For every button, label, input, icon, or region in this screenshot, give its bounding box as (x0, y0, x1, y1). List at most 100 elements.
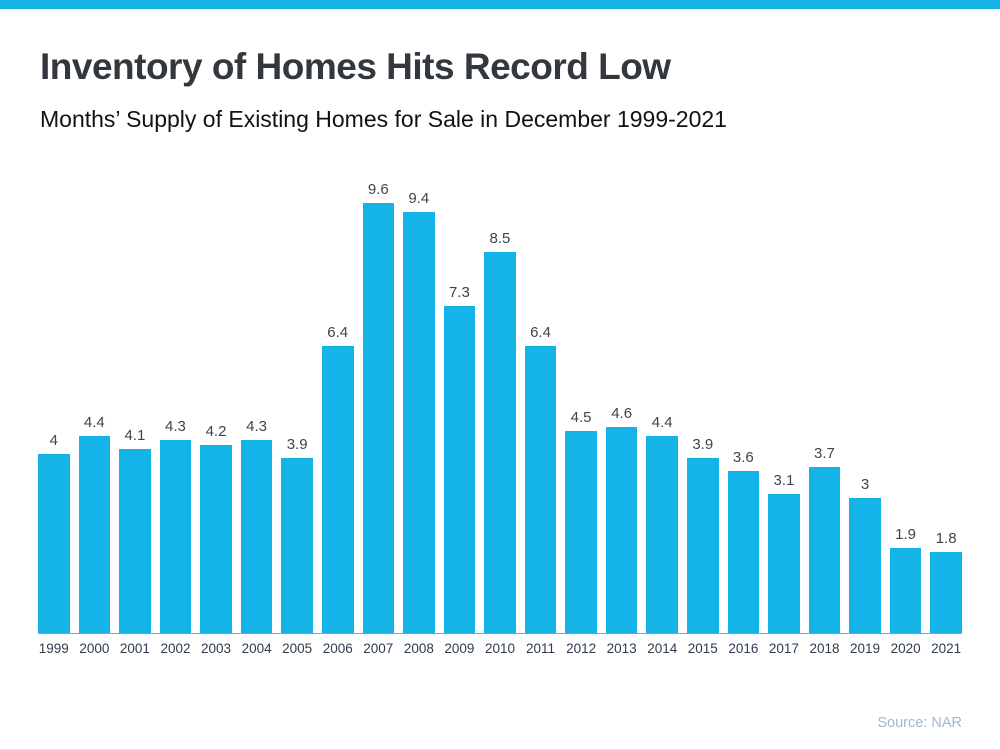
x-axis-tick-label: 2016 (728, 640, 759, 656)
bar-value-label: 1.8 (935, 530, 957, 548)
bar (159, 440, 192, 633)
x-axis-tick-label: 2011 (526, 640, 556, 656)
bar (484, 251, 516, 633)
bar-value-label: 8.5 (489, 229, 511, 247)
bar-value-label: 4.4 (651, 413, 673, 431)
bar-column: 9.6 (362, 161, 395, 633)
bar-column: 4.6 (605, 161, 638, 633)
bar-column: 4.5 (565, 161, 597, 633)
bar-value-label: 4.5 (570, 409, 592, 427)
bar-column: 6.4 (321, 161, 354, 633)
bar-column: 3.7 (808, 161, 841, 633)
x-axis-tick-label: 2002 (160, 640, 191, 656)
bar (321, 346, 354, 633)
x-axis-tick-label: 1999 (38, 640, 69, 656)
bar (281, 458, 313, 633)
x-axis-line (38, 632, 962, 634)
bar-column: 6.4 (524, 161, 557, 633)
bar (930, 552, 962, 633)
x-axis-tick-label: 2004 (241, 640, 272, 656)
bar-column: 4.4 (646, 161, 678, 633)
bar (524, 346, 557, 633)
bar-column: 3.6 (727, 161, 760, 633)
bar-column: 7.3 (443, 161, 476, 633)
bar (240, 440, 273, 633)
bar (443, 305, 476, 633)
chart-header: Inventory of Homes Hits Record Low Month… (0, 9, 1000, 133)
bar (38, 453, 70, 633)
bar (849, 498, 881, 633)
bar-column: 4.1 (119, 161, 151, 633)
x-axis-tick-label: 2008 (403, 640, 434, 656)
bar-column: 4.3 (159, 161, 192, 633)
bar-column: 1.8 (930, 161, 962, 633)
bar-value-label: 3.9 (692, 436, 714, 453)
x-axis-tick-label: 2000 (79, 640, 110, 656)
bar-column: 3.1 (768, 161, 800, 633)
bar (78, 435, 111, 633)
bar-value-label: 3.6 (732, 449, 754, 467)
bar (768, 493, 800, 633)
bar-column: 4.3 (240, 161, 273, 633)
page-subtitle: Months’ Supply of Existing Homes for Sal… (40, 105, 727, 132)
bar-value-label: 9.4 (408, 189, 430, 207)
bar-column: 3.9 (281, 161, 313, 633)
bar-value-label: 7.3 (448, 283, 470, 301)
bar-value-label: 3.7 (814, 444, 835, 462)
bar-value-label: 4 (49, 431, 58, 449)
bar-value-label: 3.1 (773, 471, 795, 489)
bar-column: 3.9 (687, 161, 719, 633)
bar (362, 202, 395, 633)
x-axis-tick-label: 2015 (687, 640, 718, 656)
page-title: Inventory of Homes Hits Record Low (40, 46, 671, 87)
bar (565, 431, 597, 633)
accent-top-strip (0, 0, 1000, 9)
x-axis-tick-label: 2013 (606, 640, 637, 656)
bar-value-label: 4.3 (165, 418, 186, 436)
bar-column: 8.5 (484, 161, 516, 633)
bar-value-label: 6.4 (530, 324, 551, 342)
bar-column: 4.4 (78, 161, 111, 633)
x-axis-tick-label: 2014 (647, 640, 678, 656)
bar-value-label: 1.9 (895, 525, 917, 543)
x-axis-tick-label: 2006 (322, 640, 353, 656)
bar (119, 449, 151, 633)
bar-column: 4 (38, 161, 70, 633)
bar-column: 9.4 (403, 161, 435, 633)
x-axis-tick-label: 2007 (363, 640, 394, 656)
x-axis-tick-label: 2018 (809, 640, 840, 656)
bar-column: 3 (849, 161, 881, 633)
x-axis-tick-label: 2003 (201, 640, 232, 656)
x-axis-tick-label: 2009 (444, 640, 475, 656)
bar (889, 547, 922, 633)
source-attribution: Source: NAR (877, 715, 962, 731)
bar-chart: 4 4.4 4.1 4.3 4.2 4.3 3.9 6.4 9.6 9.4 7.3 8.5 6.4 4.5… (38, 161, 962, 656)
x-axis-tick-label: 2021 (931, 640, 962, 656)
x-axis-tick-label: 2012 (566, 640, 597, 656)
bars-row: 4 4.4 4.1 4.3 4.2 4.3 3.9 6.4 9.6 9.4 7.3 8.5 6.4 4.5… (38, 161, 962, 633)
bar-column: 1.9 (889, 161, 922, 633)
bar-value-label: 4.3 (246, 418, 268, 436)
bar-value-label: 4.2 (205, 422, 227, 440)
x-axis-tick-label: 2020 (890, 640, 921, 656)
bar (403, 211, 435, 633)
bar-value-label: 3.9 (286, 436, 308, 453)
x-axis-tick-label: 2017 (768, 640, 799, 656)
x-axis-labels: 1999 2000 2001 2002 2003 2004 2005 2006 2007 2008… (38, 641, 962, 656)
bar (687, 458, 719, 633)
bar (808, 466, 841, 633)
bar-value-label: 3 (860, 476, 870, 494)
bar (605, 426, 638, 633)
bar-column: 4.2 (200, 161, 232, 633)
x-axis-tick-label: 2019 (850, 640, 881, 656)
bar (200, 444, 232, 633)
bar-value-label: 4.4 (83, 413, 105, 431)
bar-value-label: 4.1 (124, 427, 146, 445)
x-axis-tick-label: 2001 (119, 640, 150, 656)
bar-value-label: 6.4 (327, 324, 349, 342)
x-axis-tick-label: 2010 (484, 640, 515, 656)
x-axis-tick-label: 2005 (282, 640, 313, 656)
bar (727, 471, 760, 633)
bar-value-label: 9.6 (367, 180, 389, 198)
bar (646, 435, 678, 633)
